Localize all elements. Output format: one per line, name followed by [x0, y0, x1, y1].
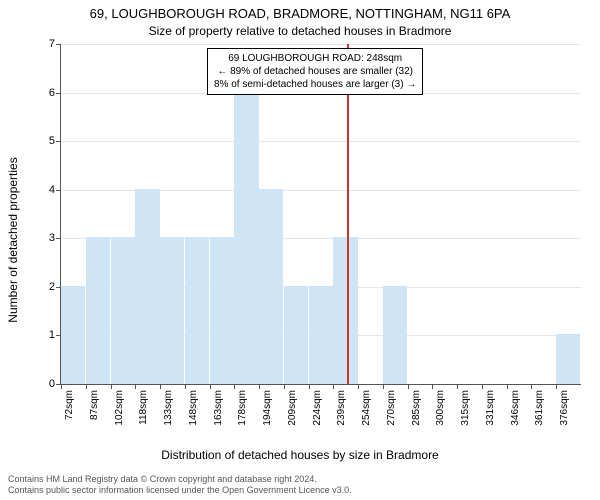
x-tick: [507, 384, 508, 389]
footnote-line-2: Contains public sector information licen…: [8, 485, 592, 496]
y-tick: [56, 238, 61, 239]
x-tick: [457, 384, 458, 389]
histogram-bar: [556, 334, 580, 384]
y-tick-label: 0: [49, 378, 55, 390]
x-axis-label: Distribution of detached houses by size …: [0, 448, 600, 462]
x-tick: [234, 384, 235, 389]
x-tick: [309, 384, 310, 389]
x-tick: [358, 384, 359, 389]
x-tick: [185, 384, 186, 389]
histogram-bar: [234, 92, 258, 384]
x-tick-label: 178sqm: [237, 390, 248, 426]
annotation-box: 69 LOUGHBOROUGH ROAD: 248sqm← 89% of det…: [207, 48, 423, 95]
x-tick-label: 102sqm: [114, 390, 125, 426]
x-tick: [160, 384, 161, 389]
histogram-bar: [284, 286, 308, 384]
histogram-bar: [61, 286, 85, 384]
x-tick: [383, 384, 384, 389]
x-tick-label: 376sqm: [559, 390, 570, 426]
x-tick: [408, 384, 409, 389]
x-tick: [531, 384, 532, 389]
x-tick-label: 118sqm: [138, 390, 149, 425]
x-tick-label: 285sqm: [411, 390, 422, 426]
x-tick: [333, 384, 334, 389]
histogram-bar: [185, 237, 209, 384]
x-tick-label: 300sqm: [435, 390, 446, 426]
x-tick-label: 194sqm: [262, 390, 273, 426]
y-tick-label: 3: [49, 232, 55, 244]
y-tick-label: 4: [49, 184, 55, 196]
histogram-plot: 0123456772sqm87sqm102sqm118sqm133sqm148s…: [60, 44, 581, 385]
y-tick-label: 1: [49, 329, 55, 341]
x-tick-label: 239sqm: [336, 390, 347, 426]
x-tick: [61, 384, 62, 389]
x-tick-label: 254sqm: [361, 390, 372, 426]
x-tick: [111, 384, 112, 389]
x-tick-label: 346sqm: [510, 390, 521, 426]
x-tick-label: 133sqm: [163, 390, 174, 426]
histogram-bar: [309, 286, 333, 384]
histogram-bar: [333, 237, 357, 384]
property-marker-line: [347, 44, 349, 384]
histogram-bar: [383, 286, 407, 384]
y-axis-label: Number of detached properties: [6, 75, 20, 240]
histogram-bar: [210, 237, 234, 384]
y-tick-label: 6: [49, 87, 55, 99]
x-tick: [482, 384, 483, 389]
page-title: 69, LOUGHBOROUGH ROAD, BRADMORE, NOTTING…: [0, 6, 600, 21]
x-tick: [556, 384, 557, 389]
histogram-bar: [86, 237, 110, 384]
x-tick-label: 87sqm: [89, 390, 100, 420]
x-tick-label: 315sqm: [460, 390, 471, 426]
annotation-line: 8% of semi-detached houses are larger (3…: [214, 78, 416, 91]
x-tick-label: 224sqm: [312, 390, 323, 426]
x-tick: [86, 384, 87, 389]
footnote-line-1: Contains HM Land Registry data © Crown c…: [8, 474, 592, 485]
x-tick: [284, 384, 285, 389]
x-tick-label: 209sqm: [287, 390, 298, 426]
x-tick-label: 148sqm: [188, 390, 199, 426]
x-tick-label: 270sqm: [386, 390, 397, 426]
y-tick: [56, 93, 61, 94]
x-tick: [210, 384, 211, 389]
x-tick: [259, 384, 260, 389]
x-tick-label: 72sqm: [64, 390, 75, 420]
histogram-bar: [135, 189, 159, 384]
histogram-bar: [160, 237, 184, 384]
annotation-line: 69 LOUGHBOROUGH ROAD: 248sqm: [214, 52, 416, 65]
y-gridline: [61, 44, 581, 45]
y-tick: [56, 44, 61, 45]
x-tick: [432, 384, 433, 389]
x-tick-label: 331sqm: [485, 390, 496, 426]
footnote: Contains HM Land Registry data © Crown c…: [8, 474, 592, 497]
histogram-bar: [259, 189, 283, 384]
histogram-bar: [111, 237, 135, 384]
y-tick-label: 2: [49, 281, 55, 293]
x-tick: [135, 384, 136, 389]
y-tick-label: 5: [49, 135, 55, 147]
x-tick-label: 361sqm: [534, 390, 545, 426]
y-tick: [56, 141, 61, 142]
y-tick-label: 7: [49, 38, 55, 50]
x-tick-label: 163sqm: [213, 390, 224, 426]
y-tick: [56, 190, 61, 191]
annotation-line: ← 89% of detached houses are smaller (32…: [214, 65, 416, 78]
page-subtitle: Size of property relative to detached ho…: [0, 24, 600, 38]
y-gridline: [61, 141, 581, 142]
